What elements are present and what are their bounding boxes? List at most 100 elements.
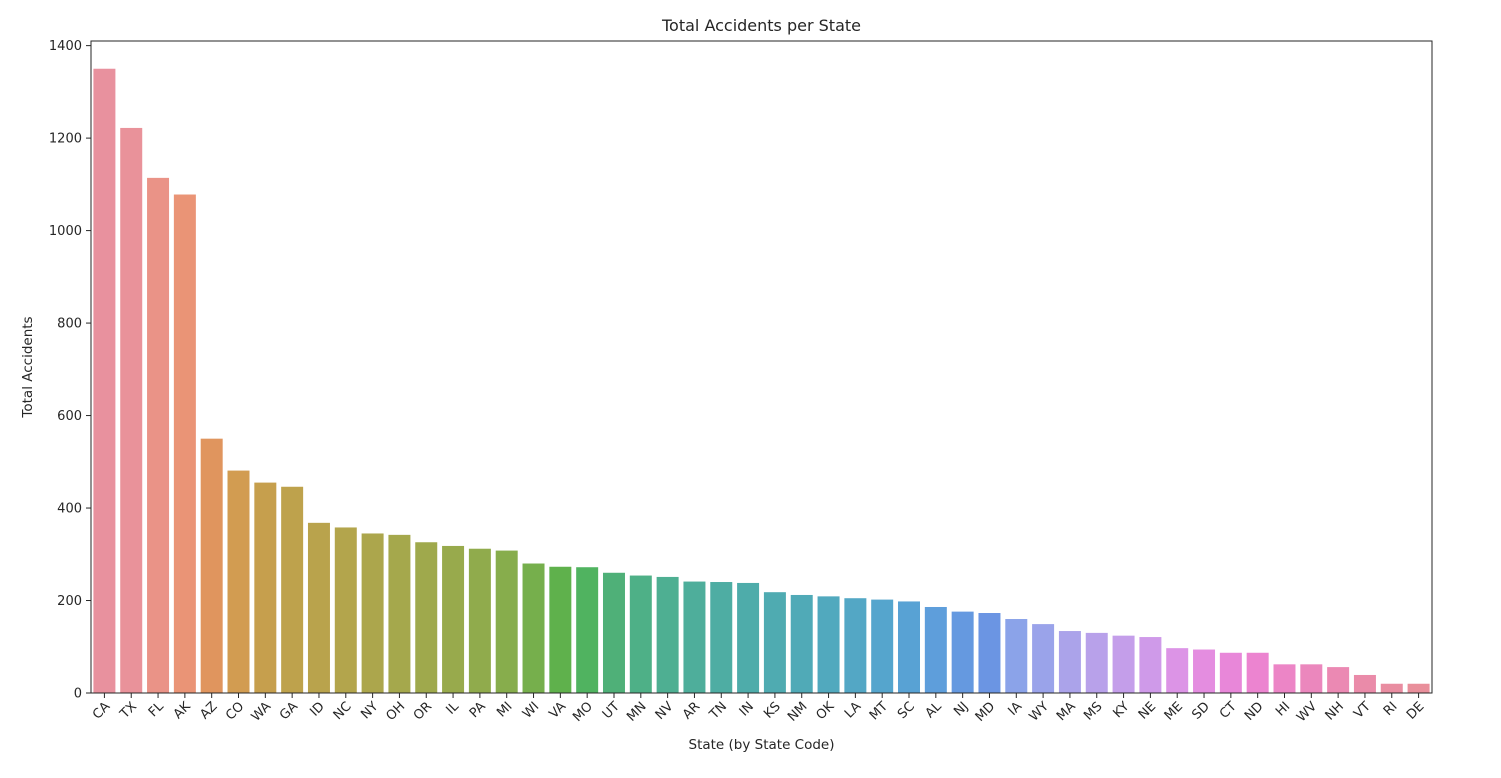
bar-ma [1058,631,1081,693]
bar-wa [254,482,277,693]
bar-nh [1327,667,1350,693]
y-tick-label: 1200 [49,132,82,147]
x-tick-label: AR [680,699,703,722]
x-tick-label: WV [1294,699,1320,725]
x-tick-label: CT [1217,699,1240,722]
bar-ky [1112,635,1135,693]
bar-ia [1005,619,1028,693]
bar-ca [93,68,116,694]
x-tick-label: IA [1006,699,1026,719]
x-tick-label: HI [1273,699,1293,719]
y-tick-label: 400 [57,502,82,517]
bar-tx [120,127,143,694]
x-tick-label: VT [1351,699,1374,722]
x-tick-label: WA [249,699,275,725]
x-tick-label: RI [1381,699,1401,719]
bar-ri [1380,683,1403,693]
y-tick-label: 200 [57,594,82,609]
x-tick-label: MN [624,699,649,724]
y-tick-label: 800 [57,317,82,332]
x-tick-label: ID [307,699,327,719]
x-tick-label: ME [1162,699,1186,723]
y-axis-label: Total Accidents [20,316,36,418]
x-tick-label: VA [547,699,570,722]
x-tick-label: MT [867,699,891,723]
bar-pa [468,548,491,693]
bar-nv [656,576,679,693]
bar-nc [334,527,357,693]
x-tick-label: TX [117,699,140,722]
bar-mt [871,599,894,693]
bar-va [549,566,572,693]
x-tick-label: UT [600,699,623,722]
bar-ks [763,592,786,693]
x-tick-label: AZ [197,699,220,722]
x-tick-label: PA [467,699,489,721]
bar-nj [951,611,974,693]
x-tick-label: NC [331,699,355,723]
bar-az [200,438,223,693]
bar-ct [1219,652,1242,693]
x-tick-label: GA [277,699,301,723]
x-tick-label: CA [90,699,113,722]
bar-md [978,613,1001,693]
x-tick-label: MS [1081,699,1105,723]
x-tick-label: KY [1110,699,1132,721]
y-tick-label: 600 [57,409,82,424]
x-tick-label: OK [814,699,838,723]
bar-ak [173,194,196,693]
plot-frame [90,40,1433,694]
chart-title: Total Accidents per State [661,16,861,35]
x-tick-label: MA [1054,699,1079,724]
bar-nd [1246,652,1269,693]
y-axis: 0 200 400 600 800 1000 1200 1400 [49,39,91,702]
y-tick-label: 1400 [49,39,82,54]
x-tick-label: NJ [951,699,971,719]
x-tick-label: FL [146,699,168,721]
x-tick-label: NM [785,699,810,724]
bar-co [227,470,250,693]
bar-nm [790,594,813,693]
x-tick-label: NE [1136,699,1159,722]
bar-ut [602,572,625,693]
x-tick-label: DE [1404,699,1428,723]
x-tick-label: IL [443,699,462,718]
bar-vt [1353,674,1376,693]
x-tick-label: CO [223,699,247,723]
y-tick-label: 1000 [49,224,82,239]
bar-ar [683,581,706,693]
bar-il [442,545,465,693]
x-tick-label: NH [1323,699,1347,723]
x-tick-label: MO [570,699,596,725]
x-axis-label: State (by State Code) [689,737,835,753]
x-tick-label: AL [923,699,946,722]
bar-ok [817,596,840,693]
bar-de [1407,683,1430,693]
x-tick-label: ND [1242,699,1267,724]
bar-sc [898,601,920,693]
bar-ny [361,533,384,693]
bar-ga [281,486,304,693]
bar-mi [495,550,518,693]
bar-al [924,606,947,693]
bar-mn [629,575,652,693]
x-tick-label: MD [973,699,999,725]
bar-la [844,598,867,693]
x-tick-label: SD [1189,699,1213,723]
x-tick-label: NV [653,699,677,723]
bar-hi [1273,664,1296,693]
x-tick-label: TN [706,699,730,723]
bars-group [93,68,1430,694]
x-tick-label: IN [737,699,757,719]
x-tick-label: WY [1027,699,1052,724]
bar-wv [1300,664,1323,693]
x-tick-label: MI [494,699,515,720]
bar-me [1166,648,1189,693]
bar-in [737,582,760,693]
bar-ne [1139,637,1162,693]
x-tick-label: OH [383,699,408,724]
bar-wi [522,563,545,693]
y-tick-label: 0 [74,687,82,702]
x-axis: CA TX FL AK AZ CO WA GA ID NC NY OH OR IL PA MI WI VA MO UT… [90,693,1428,725]
